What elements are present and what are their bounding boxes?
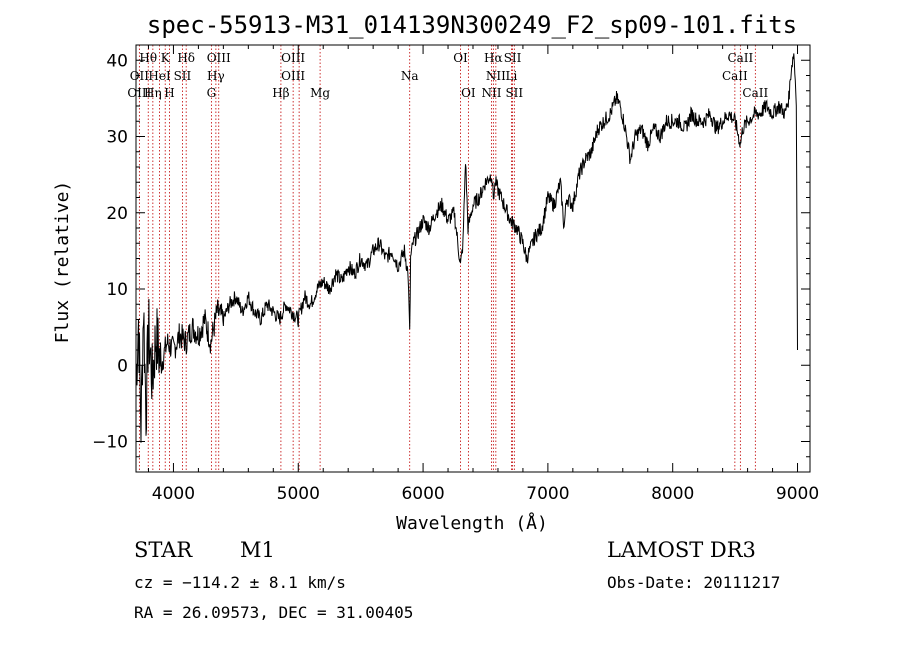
survey-name: LAMOST DR3 bbox=[607, 538, 756, 562]
line-label: G bbox=[207, 86, 217, 100]
line-label: Hθ bbox=[139, 51, 157, 65]
x-tick-label: 9000 bbox=[776, 484, 819, 504]
y-tick-label: −10 bbox=[92, 433, 128, 453]
line-label: Na bbox=[401, 69, 419, 83]
line-label: OIII bbox=[281, 51, 305, 65]
line-label: HeI bbox=[148, 69, 171, 83]
line-markers bbox=[138, 45, 756, 472]
x-tick-label: 8000 bbox=[651, 484, 694, 504]
redshift-text: cz = −114.2 ± 8.1 km/s bbox=[134, 573, 346, 592]
x-axis-label: Wavelength (Å) bbox=[396, 512, 548, 534]
tick-labels: 4000 5000 6000 7000 8000 9000 −10 0 10 20 30 40 bbox=[92, 51, 819, 504]
x-tick-label: 7000 bbox=[526, 484, 569, 504]
line-label: Hβ bbox=[272, 86, 289, 100]
x-tick-label: 4000 bbox=[152, 484, 195, 504]
line-label: SII bbox=[505, 86, 523, 100]
line-label: Hγ bbox=[207, 69, 225, 83]
line-label: OI bbox=[453, 51, 468, 65]
line-label: OIII bbox=[281, 69, 305, 83]
line-label: NII bbox=[486, 69, 506, 83]
y-tick-label: 0 bbox=[117, 356, 128, 376]
coordinates: RA = 26.09573, DEC = 31.00405 bbox=[134, 603, 414, 622]
line-label: Li bbox=[506, 69, 518, 83]
line-label: K bbox=[161, 51, 171, 65]
y-axis-label: Flux (relative) bbox=[52, 181, 73, 344]
y-tick-label: 10 bbox=[106, 280, 128, 300]
line-label: Hη bbox=[144, 86, 162, 100]
obs-date: Obs-Date: 20111217 bbox=[607, 573, 781, 592]
line-label: NII bbox=[481, 86, 501, 100]
axis-ticks bbox=[136, 44, 810, 472]
line-label: SII bbox=[504, 51, 522, 65]
line-label: OIII bbox=[207, 51, 231, 65]
object-subclass: M1 bbox=[240, 538, 275, 562]
line-label: CaII bbox=[727, 51, 753, 65]
line-label: OIII bbox=[127, 86, 151, 100]
line-label: CaII bbox=[722, 69, 748, 83]
x-tick-label: 5000 bbox=[277, 484, 320, 504]
chart-title: spec-55913-M31_014139N300249_F2_sp09-101… bbox=[147, 11, 797, 39]
line-label: CaII bbox=[742, 86, 768, 100]
line-label: Hδ bbox=[177, 51, 195, 65]
object-class: STAR bbox=[134, 538, 193, 562]
line-label: SII bbox=[174, 69, 192, 83]
line-label: H bbox=[164, 86, 174, 100]
y-tick-label: 30 bbox=[106, 128, 128, 148]
line-label: OI bbox=[461, 86, 476, 100]
x-tick-label: 6000 bbox=[401, 484, 444, 504]
spectrum-line bbox=[135, 53, 798, 443]
line-label: Mg bbox=[310, 86, 330, 100]
y-tick-label: 20 bbox=[106, 204, 128, 224]
y-tick-label: 40 bbox=[106, 51, 128, 71]
line-label: Hα bbox=[484, 51, 503, 65]
